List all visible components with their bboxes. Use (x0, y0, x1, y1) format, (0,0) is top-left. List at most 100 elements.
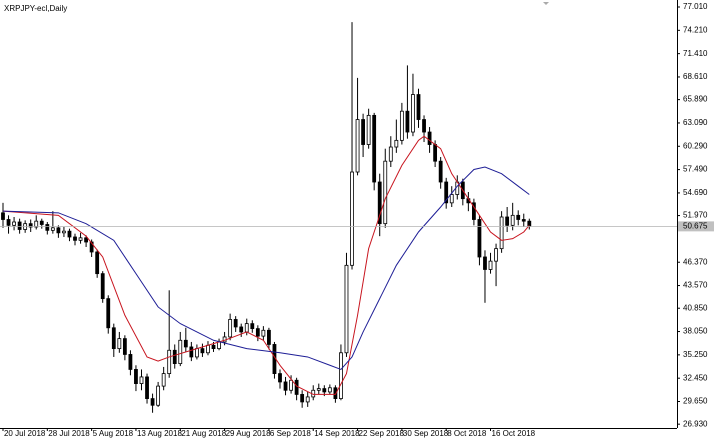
candle-body (134, 369, 138, 385)
candle-body (305, 396, 310, 403)
candle-body (405, 110, 410, 133)
x-tick-label: 20 Jul 2018 (4, 429, 46, 438)
x-tick-label: 21 Aug 2018 (181, 429, 226, 438)
candle-body (145, 376, 149, 399)
candle-body (189, 346, 194, 358)
candle-body (388, 146, 393, 162)
candle-body (194, 348, 199, 358)
candle-body (444, 181, 449, 204)
candle-body (100, 273, 105, 300)
candle-body (261, 329, 266, 337)
candle-body (383, 160, 388, 225)
candle-body (250, 323, 255, 330)
candle-body (172, 349, 177, 365)
candle-body (178, 339, 183, 365)
candle-body (50, 227, 55, 231)
candle-body (150, 398, 155, 406)
y-tick-label: 54.690 (683, 188, 708, 197)
x-tick-label: 28 Jul 2018 (48, 429, 90, 438)
candle-body (228, 319, 233, 338)
candle-body (355, 119, 360, 173)
candle-body (89, 241, 94, 253)
candle-body (17, 221, 22, 230)
y-tick-label: 51.970 (683, 211, 708, 220)
candle-body (244, 323, 249, 333)
candle-body (161, 373, 166, 387)
x-tick-label: 22 Sep 2018 (359, 429, 405, 438)
y-tick-label: 65.890 (683, 95, 708, 104)
candle-body (377, 181, 382, 225)
candle-body (34, 220, 39, 228)
candle-body (494, 248, 498, 262)
y-tick-label: 77.010 (683, 2, 708, 11)
candle-body (28, 223, 33, 228)
candle-body (344, 264, 349, 354)
candle-body (239, 326, 244, 333)
candle-body (255, 328, 260, 337)
y-tick-label: 74.210 (683, 25, 708, 34)
candle-body (416, 94, 421, 120)
candle-body (366, 114, 371, 145)
candle-body (78, 237, 83, 241)
candle-body (477, 219, 482, 258)
candle-body (156, 385, 161, 406)
x-tick-label: 5 Aug 2018 (93, 429, 134, 438)
candle-body (289, 379, 293, 391)
candle-body (333, 387, 338, 399)
candle-body (1, 212, 5, 220)
candle-body (399, 110, 404, 141)
candle-body (521, 219, 526, 222)
candle-body (372, 114, 377, 183)
candle-body (45, 224, 50, 231)
candle-body (139, 376, 144, 385)
candle-body (95, 251, 100, 275)
candle-body (183, 339, 188, 348)
candle-body (267, 329, 271, 345)
y-tick-label: 38.050 (683, 327, 708, 336)
candle-body (211, 344, 216, 350)
chart-title: XRPJPY-ecl,Daily (4, 4, 67, 13)
candle-body (427, 131, 432, 145)
candle-body (84, 237, 88, 243)
y-tick-label: 32.450 (683, 373, 708, 382)
candle-body (283, 381, 288, 391)
candle-body (67, 230, 72, 238)
candle-body (316, 388, 321, 391)
y-tick-label: 35.250 (683, 350, 708, 359)
candle-body (206, 344, 210, 354)
candle-body (322, 388, 327, 393)
y-tick-label: 57.490 (683, 165, 708, 174)
candle-body (438, 160, 443, 183)
candle-body (106, 298, 111, 329)
y-tick-label: 26.930 (683, 419, 708, 428)
candle-body (122, 338, 127, 355)
candle-body (422, 119, 426, 133)
y-tick-label: 63.090 (683, 118, 708, 127)
candle-body (128, 354, 133, 370)
candle-body (488, 260, 493, 270)
candle-body (217, 341, 221, 350)
x-tick-label: 30 Sep 2018 (403, 429, 449, 438)
candle-body (449, 194, 454, 204)
last-price-label: 50.675 (683, 221, 708, 230)
candle-body (361, 119, 365, 145)
y-tick-label: 71.410 (683, 49, 708, 58)
candle-body (12, 221, 16, 226)
moving-average (2, 135, 530, 395)
candle-body (483, 256, 487, 270)
x-tick-label: 13 Aug 2018 (137, 429, 182, 438)
candle-body (73, 236, 77, 241)
last-price-box (678, 221, 714, 232)
candle-body (300, 394, 305, 403)
x-tick-label: 8 Oct 2018 (447, 429, 487, 438)
y-tick-label: 43.570 (683, 281, 708, 290)
y-tick-label: 60.290 (683, 141, 708, 150)
candle-body (117, 338, 122, 350)
candle-body (233, 319, 238, 328)
y-tick-label: 68.610 (683, 72, 708, 81)
candle-body (499, 216, 504, 250)
candle-body (56, 227, 61, 234)
